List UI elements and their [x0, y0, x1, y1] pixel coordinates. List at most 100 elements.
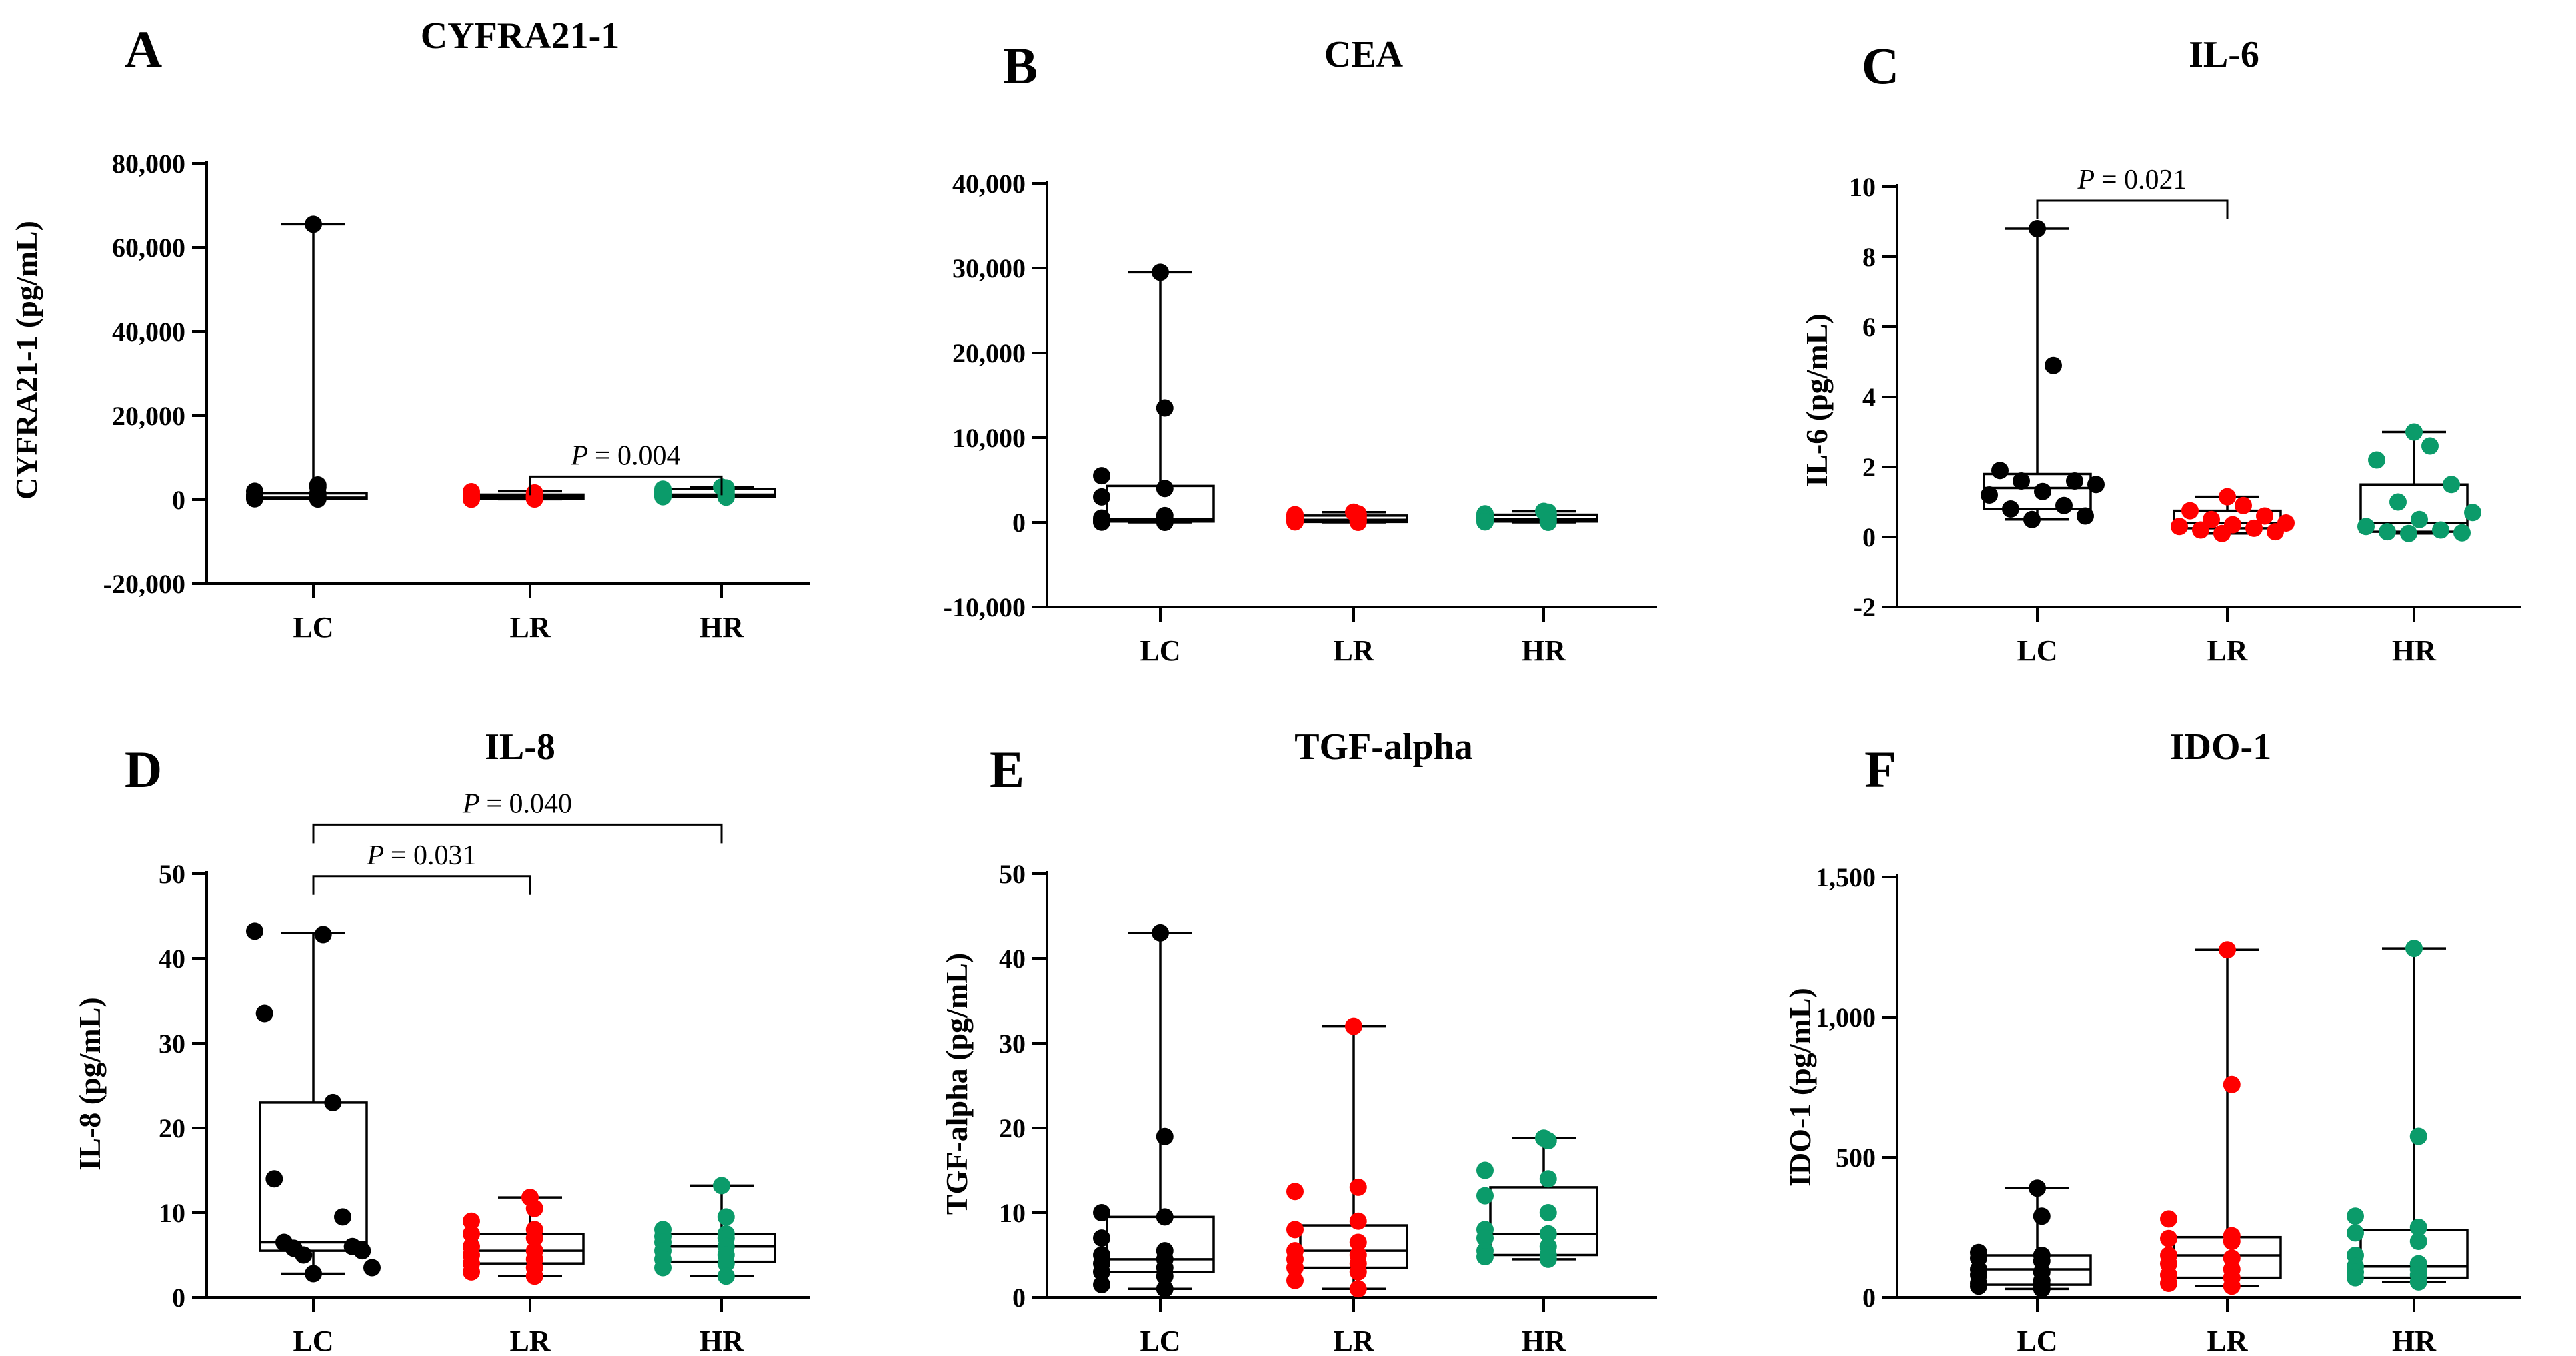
- data-point: [314, 926, 332, 944]
- data-point: [717, 1255, 735, 1273]
- significance-bracket: P = 0.021: [2036, 165, 2229, 219]
- bracket-line: [312, 875, 531, 895]
- data-point: [2055, 496, 2073, 514]
- data-point: [1156, 1127, 1174, 1145]
- data-point: [2223, 1075, 2241, 1093]
- chart-title: CEA: [1324, 34, 1404, 75]
- data-point: [2409, 1273, 2427, 1291]
- data-point: [1539, 1250, 1557, 1268]
- data-point: [2409, 1219, 2427, 1236]
- x-tick-label: LC: [2017, 1325, 2057, 1356]
- data-point: [2347, 1224, 2364, 1242]
- data-point: [1349, 1212, 1367, 1230]
- panel-letter: E: [990, 740, 1024, 798]
- data-point: [2066, 472, 2083, 490]
- data-point: [525, 1229, 543, 1247]
- data-point: [2267, 523, 2284, 541]
- p-value-label: P = 0.031: [366, 840, 476, 871]
- data-point: [2203, 510, 2220, 528]
- data-point: [654, 1259, 672, 1277]
- x-tick-label: LR: [509, 611, 551, 644]
- significance-bracket: P = 0.004: [529, 440, 723, 496]
- panel-f: F IDO-1 IDO-1 (pg/mL) 0 500 1,000 1,500 LC LR HR: [1783, 726, 2521, 1356]
- box-group-lr: [2171, 488, 2295, 542]
- data-point: [525, 1199, 543, 1217]
- data-point: [353, 1242, 371, 1260]
- data-point: [1286, 1221, 1304, 1239]
- data-point: [1991, 462, 2009, 480]
- x-tick-label: LR: [2207, 634, 2248, 667]
- x-tick-label: LC: [293, 611, 333, 644]
- box-group-lc: [1093, 924, 1215, 1298]
- data-point: [363, 1259, 381, 1277]
- data-point: [2368, 451, 2385, 469]
- data-point: [1539, 1170, 1557, 1188]
- data-point: [1349, 1263, 1367, 1281]
- data-point: [309, 476, 327, 494]
- data-point: [2245, 519, 2263, 537]
- data-point: [463, 1225, 480, 1243]
- data-point: [2160, 1229, 2177, 1247]
- data-point: [1152, 263, 1169, 281]
- data-point: [305, 1265, 322, 1283]
- p-value-label: P = 0.021: [2077, 165, 2187, 195]
- data-point: [2400, 524, 2417, 542]
- y-axis-label: IDO-1 (pg/mL): [1783, 988, 1817, 1187]
- y-tick-label: -2: [1854, 592, 1876, 622]
- data-point: [295, 1246, 313, 1264]
- p-symbol: P: [570, 440, 594, 471]
- data-point: [1093, 1263, 1110, 1281]
- data-point: [2023, 510, 2041, 528]
- data-point: [1476, 513, 1494, 531]
- y-tick-label: 50: [999, 859, 1026, 889]
- data-point: [463, 490, 480, 508]
- data-point: [2235, 496, 2252, 514]
- x-tick-label: HR: [1522, 1325, 1566, 1356]
- significance-bracket: P = 0.031: [312, 840, 531, 895]
- chart-title: TGF-alpha: [1294, 726, 1473, 768]
- data-point: [2357, 518, 2375, 536]
- x-tick-label: LC: [293, 1325, 333, 1356]
- data-point: [2045, 356, 2062, 374]
- box-group-lc: [1093, 263, 1215, 531]
- data-point: [1286, 1271, 1304, 1289]
- data-point: [1970, 1277, 1987, 1295]
- data-point: [1349, 514, 1367, 531]
- y-tick-label: 4: [1862, 382, 1876, 412]
- data-point: [2034, 482, 2051, 500]
- chart-title: IDO-1: [2170, 726, 2271, 768]
- p-value-text: = 0.004: [595, 440, 681, 471]
- y-tick-label: 20: [999, 1113, 1026, 1143]
- x-tick-label: HR: [2392, 1325, 2437, 1356]
- box-group-lr: [463, 483, 585, 508]
- y-tick-label: 1,000: [1816, 1002, 1876, 1033]
- data-point: [309, 490, 327, 508]
- x-tick-label: LR: [509, 1325, 551, 1356]
- box-group-lr: [1286, 503, 1408, 531]
- p-symbol: P: [2077, 165, 2101, 195]
- y-tick-label: 20,000: [112, 401, 185, 431]
- box-group-hr: [654, 478, 776, 506]
- x-tick-label: HR: [1522, 634, 1566, 667]
- box-group-hr: [654, 1177, 776, 1285]
- x-tick-label: HR: [700, 1325, 744, 1356]
- data-point: [2347, 1269, 2364, 1287]
- data-point: [2453, 524, 2471, 542]
- data-point: [1476, 1187, 1494, 1205]
- box-group-hr: [2347, 940, 2469, 1291]
- data-point: [1156, 399, 1174, 417]
- y-tick-label: 0: [1012, 1283, 1026, 1313]
- data-point: [2181, 502, 2199, 520]
- y-tick-label: 500: [1836, 1143, 1876, 1173]
- y-tick-label: 20,000: [952, 338, 1026, 368]
- data-point: [2409, 1233, 2427, 1250]
- box-group-lr: [2160, 941, 2282, 1295]
- panel-c: C IL-6 IL-6 (pg/mL) -2 0 2 4 6 8 10 LC LR HR P = 0.02…: [1800, 34, 2521, 667]
- box-group-lc: [246, 215, 368, 508]
- data-point: [255, 1004, 273, 1023]
- box-group-lc: [246, 922, 381, 1283]
- data-point: [2077, 507, 2094, 525]
- bracket-line: [312, 823, 723, 844]
- panel-b: B CEA -10,000 0 10,000 20,000 30,000 40,000 LC LR…: [944, 34, 1657, 667]
- data-point: [654, 488, 672, 506]
